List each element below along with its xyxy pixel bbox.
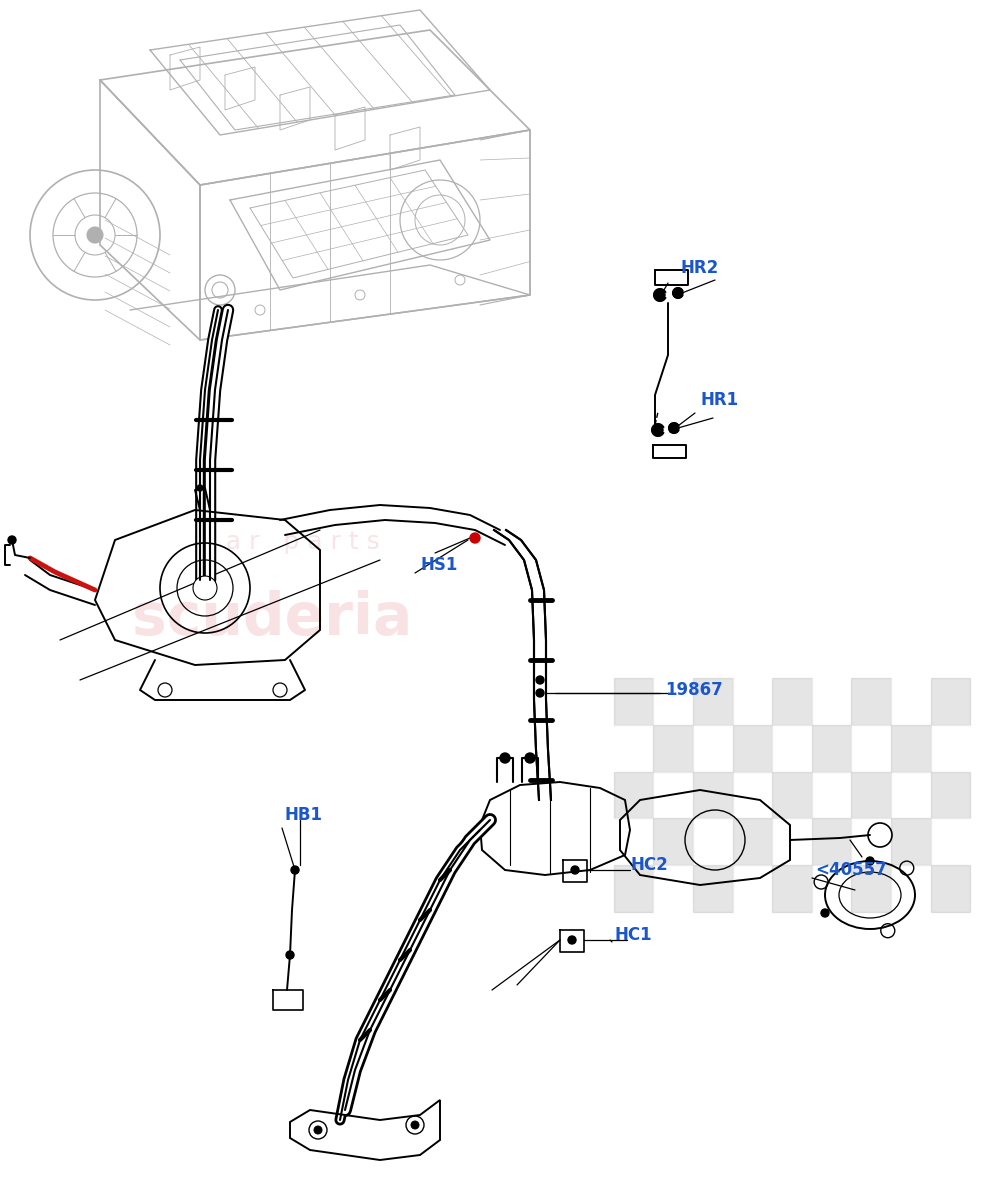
Circle shape [87, 227, 103, 242]
Bar [772, 725, 812, 772]
Bar [772, 678, 812, 725]
Bar [891, 772, 931, 818]
Circle shape [193, 576, 217, 600]
Bar [653, 725, 693, 772]
Circle shape [568, 936, 576, 944]
Text: HB1: HB1 [285, 806, 323, 824]
Bar [693, 818, 733, 865]
Bar [653, 678, 693, 725]
Bar [851, 865, 891, 912]
Circle shape [525, 754, 535, 763]
Bar [772, 818, 812, 865]
Circle shape [536, 676, 544, 684]
Bar [851, 772, 891, 818]
Circle shape [314, 1126, 322, 1134]
Circle shape [286, 950, 294, 959]
Bar [931, 865, 970, 912]
Bar [812, 725, 851, 772]
Bar [891, 725, 931, 772]
Text: <40557: <40557 [815, 862, 887, 878]
Circle shape [411, 1121, 419, 1129]
Bar [693, 772, 733, 818]
Text: HC2: HC2 [630, 856, 667, 874]
Bar [653, 818, 693, 865]
Circle shape [866, 857, 874, 865]
Bar [812, 818, 851, 865]
Bar [931, 818, 970, 865]
Circle shape [197, 485, 203, 491]
Bar [733, 818, 772, 865]
Bar [733, 865, 772, 912]
Bar [693, 678, 733, 725]
Bar [891, 865, 931, 912]
Bar [614, 725, 653, 772]
Text: HC1: HC1 [615, 926, 652, 944]
Circle shape [571, 866, 579, 874]
Bar [614, 772, 653, 818]
Bar [851, 678, 891, 725]
Bar [931, 772, 970, 818]
Text: HR2: HR2 [680, 259, 719, 277]
Circle shape [653, 425, 663, 434]
Bar [653, 865, 693, 912]
Bar [931, 725, 970, 772]
Bar [614, 818, 653, 865]
Circle shape [500, 754, 510, 763]
Bar [693, 865, 733, 912]
Text: HR1: HR1 [700, 391, 739, 409]
Bar [772, 772, 812, 818]
Bar [653, 772, 693, 818]
Bar [891, 678, 931, 725]
Bar [614, 678, 653, 725]
Bar [812, 772, 851, 818]
Bar [614, 865, 653, 912]
Circle shape [291, 866, 299, 874]
Bar [812, 865, 851, 912]
Text: scuderia: scuderia [132, 589, 413, 647]
Circle shape [673, 288, 683, 298]
Bar [851, 725, 891, 772]
Bar [891, 818, 931, 865]
Circle shape [8, 536, 16, 544]
Bar [733, 678, 772, 725]
Text: 19867: 19867 [665, 680, 723, 698]
Bar [693, 725, 733, 772]
Bar [733, 772, 772, 818]
Circle shape [470, 533, 480, 542]
Text: c a r   p a r t s: c a r p a r t s [204, 530, 380, 554]
Circle shape [536, 689, 544, 697]
Circle shape [655, 290, 665, 300]
Bar [851, 818, 891, 865]
Bar [931, 678, 970, 725]
Circle shape [821, 910, 829, 917]
Circle shape [669, 422, 679, 433]
Bar [733, 725, 772, 772]
Bar [772, 865, 812, 912]
Text: HS1: HS1 [420, 556, 457, 574]
Bar [812, 678, 851, 725]
